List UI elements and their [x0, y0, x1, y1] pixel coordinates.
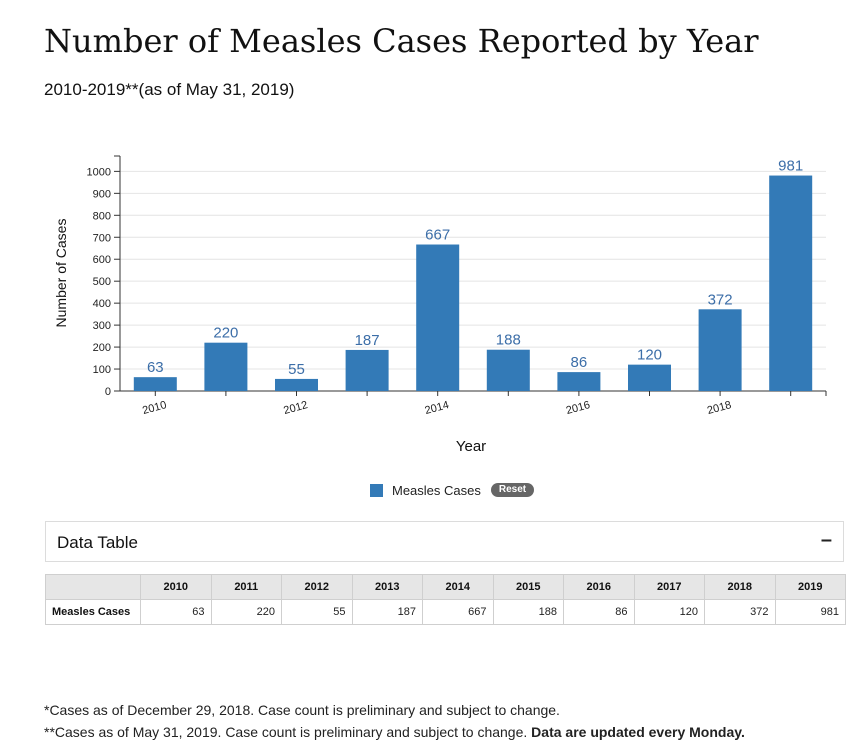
- y-tick-label: 100: [93, 364, 111, 376]
- footnotes: *Cases as of December 29, 2018. Case cou…: [44, 699, 745, 743]
- x-axis-title: Year: [456, 438, 486, 455]
- footnote-1: *Cases as of December 29, 2018. Case cou…: [44, 702, 560, 718]
- table-cell: 188: [492, 599, 564, 625]
- y-tick-label: 800: [93, 210, 111, 222]
- y-tick-label: 500: [93, 276, 111, 288]
- table-cell: 86: [563, 599, 635, 625]
- footnote-2-text: **Cases as of May 31, 2019. Case count i…: [44, 724, 528, 740]
- x-tick-label: 2016: [565, 399, 592, 417]
- bar-2015: [486, 349, 530, 391]
- collapse-toggle-icon[interactable]: –: [820, 529, 832, 551]
- data-label: 667: [425, 227, 450, 244]
- table-header-cell: 2010: [140, 574, 212, 600]
- data-label: 63: [147, 359, 164, 376]
- bar-2012: [275, 378, 318, 391]
- data-label: 372: [708, 291, 733, 308]
- bar-2019: [769, 175, 813, 391]
- table-cell: 120: [633, 599, 705, 625]
- table-row: Measles Cases 63 220 55 187 667 188 86 1…: [45, 599, 846, 625]
- data-label: 55: [288, 361, 305, 378]
- table-cell: 63: [140, 599, 212, 625]
- data-table-panel[interactable]: Data Table –: [45, 521, 844, 562]
- data-table-title: Data Table: [57, 533, 138, 552]
- x-tick-label: 2010: [141, 399, 168, 417]
- footnote-2-bold: Data are updated every Monday.: [531, 724, 745, 740]
- data-label: 187: [355, 332, 380, 349]
- table-header-cell: 2013: [351, 574, 423, 600]
- bar-2010: [133, 377, 177, 391]
- table-cell: 667: [422, 599, 494, 625]
- table-header-cell: 2014: [422, 574, 494, 600]
- x-tick-label: 2014: [424, 399, 451, 417]
- y-tick-label: 900: [93, 188, 111, 200]
- y-axis-title: Number of Cases: [53, 219, 69, 328]
- x-tick-label: 2012: [282, 399, 309, 417]
- table-header-corner: [45, 574, 141, 600]
- table-header-cell: 2017: [633, 574, 705, 600]
- table-header-cell: 2018: [704, 574, 776, 600]
- bar-2017: [628, 364, 671, 391]
- table-cell: 220: [210, 599, 282, 625]
- x-tick-label: 2018: [706, 399, 733, 417]
- table-header-cell: 2012: [281, 574, 353, 600]
- y-tick-label: 400: [93, 298, 111, 310]
- table-cell: 55: [281, 599, 353, 625]
- table-header-cell: 2015: [492, 574, 564, 600]
- data-label: 188: [496, 332, 521, 349]
- y-tick-label: 300: [93, 320, 111, 332]
- legend-swatch-measles-cases[interactable]: [370, 483, 383, 497]
- table-header-cell: 2019: [774, 574, 846, 600]
- bar-chart: 0 100 200 300 400 500 600 700 800 900 1000 63 2010 22…: [53, 155, 827, 455]
- data-label: 981: [778, 158, 803, 175]
- chart-legend: Measles Cases Reset: [370, 481, 535, 499]
- data-table: 2010 2011 2012 2013 2014 2015 2016 2017 …: [45, 574, 846, 625]
- bar-2011: [204, 342, 248, 391]
- y-tick-label: 200: [93, 342, 111, 354]
- table-header-row: 2010 2011 2012 2013 2014 2015 2016 2017 …: [45, 574, 846, 600]
- y-tick-label: 600: [93, 254, 111, 266]
- legend-label-measles-cases[interactable]: Measles Cases: [392, 482, 481, 498]
- y-tick-label: 1000: [87, 166, 111, 178]
- table-cell: 187: [351, 599, 423, 625]
- table-header-cell: 2011: [210, 574, 282, 600]
- data-label: 120: [637, 347, 662, 364]
- y-tick-label: 0: [105, 386, 111, 398]
- data-label: 86: [571, 354, 588, 371]
- reset-button[interactable]: Reset: [490, 483, 535, 497]
- footnote-2: **Cases as of May 31, 2019. Case count i…: [44, 721, 745, 743]
- page-subtitle: 2010-2019**(as of May 31, 2019): [44, 80, 295, 99]
- page-title: Number of Measles Cases Reported by Year: [44, 22, 759, 60]
- bar-2016: [557, 372, 601, 391]
- bar-2018: [698, 309, 742, 391]
- table-cell: 981: [774, 599, 846, 625]
- y-tick-label: 700: [93, 232, 111, 244]
- table-row-label: Measles Cases: [45, 599, 141, 625]
- table-header-cell: 2016: [563, 574, 635, 600]
- table-cell: 372: [704, 599, 776, 625]
- bar-2013: [345, 349, 389, 391]
- bar-2014: [416, 244, 460, 391]
- data-label: 220: [213, 325, 238, 342]
